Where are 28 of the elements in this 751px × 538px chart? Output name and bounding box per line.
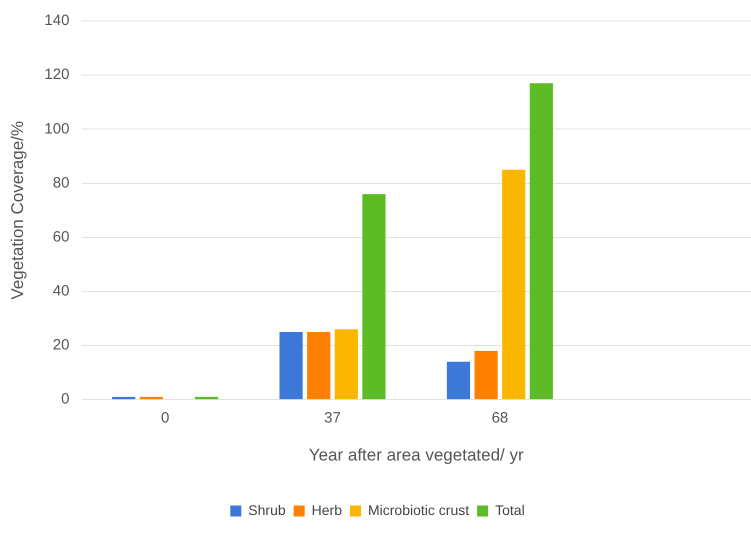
y-tick-label: 0 bbox=[61, 390, 70, 408]
legend-label: Herb bbox=[312, 502, 342, 518]
legend-label: Shrub bbox=[248, 502, 286, 518]
legend-label: Microbiotic crust bbox=[368, 502, 470, 518]
x-tick-label: 37 bbox=[324, 410, 341, 427]
bar bbox=[307, 332, 330, 400]
y-tick-label: 120 bbox=[44, 66, 70, 84]
bar bbox=[194, 396, 218, 400]
bar bbox=[140, 396, 163, 400]
y-axis-title: Vegetation Coverage/% bbox=[8, 120, 27, 300]
bar bbox=[502, 170, 526, 400]
bar bbox=[362, 194, 386, 400]
bar bbox=[530, 83, 553, 400]
y-tick-label: 40 bbox=[52, 282, 70, 300]
x-axis-title: Year after area vegetated/ yr bbox=[308, 445, 524, 464]
x-tick-label: 68 bbox=[492, 410, 508, 427]
x-tick-label: 0 bbox=[160, 410, 170, 427]
y-tick-label: 20 bbox=[52, 336, 70, 354]
bar bbox=[446, 362, 470, 400]
bar bbox=[279, 332, 303, 400]
y-tick-label: 80 bbox=[52, 174, 70, 192]
bar bbox=[334, 329, 358, 400]
y-tick-label: 140 bbox=[44, 12, 70, 30]
y-tick-label: 60 bbox=[52, 228, 70, 246]
y-tick-label: 100 bbox=[44, 120, 70, 138]
legend-label: Total bbox=[495, 502, 525, 518]
bar bbox=[474, 350, 498, 400]
bar bbox=[112, 396, 136, 400]
